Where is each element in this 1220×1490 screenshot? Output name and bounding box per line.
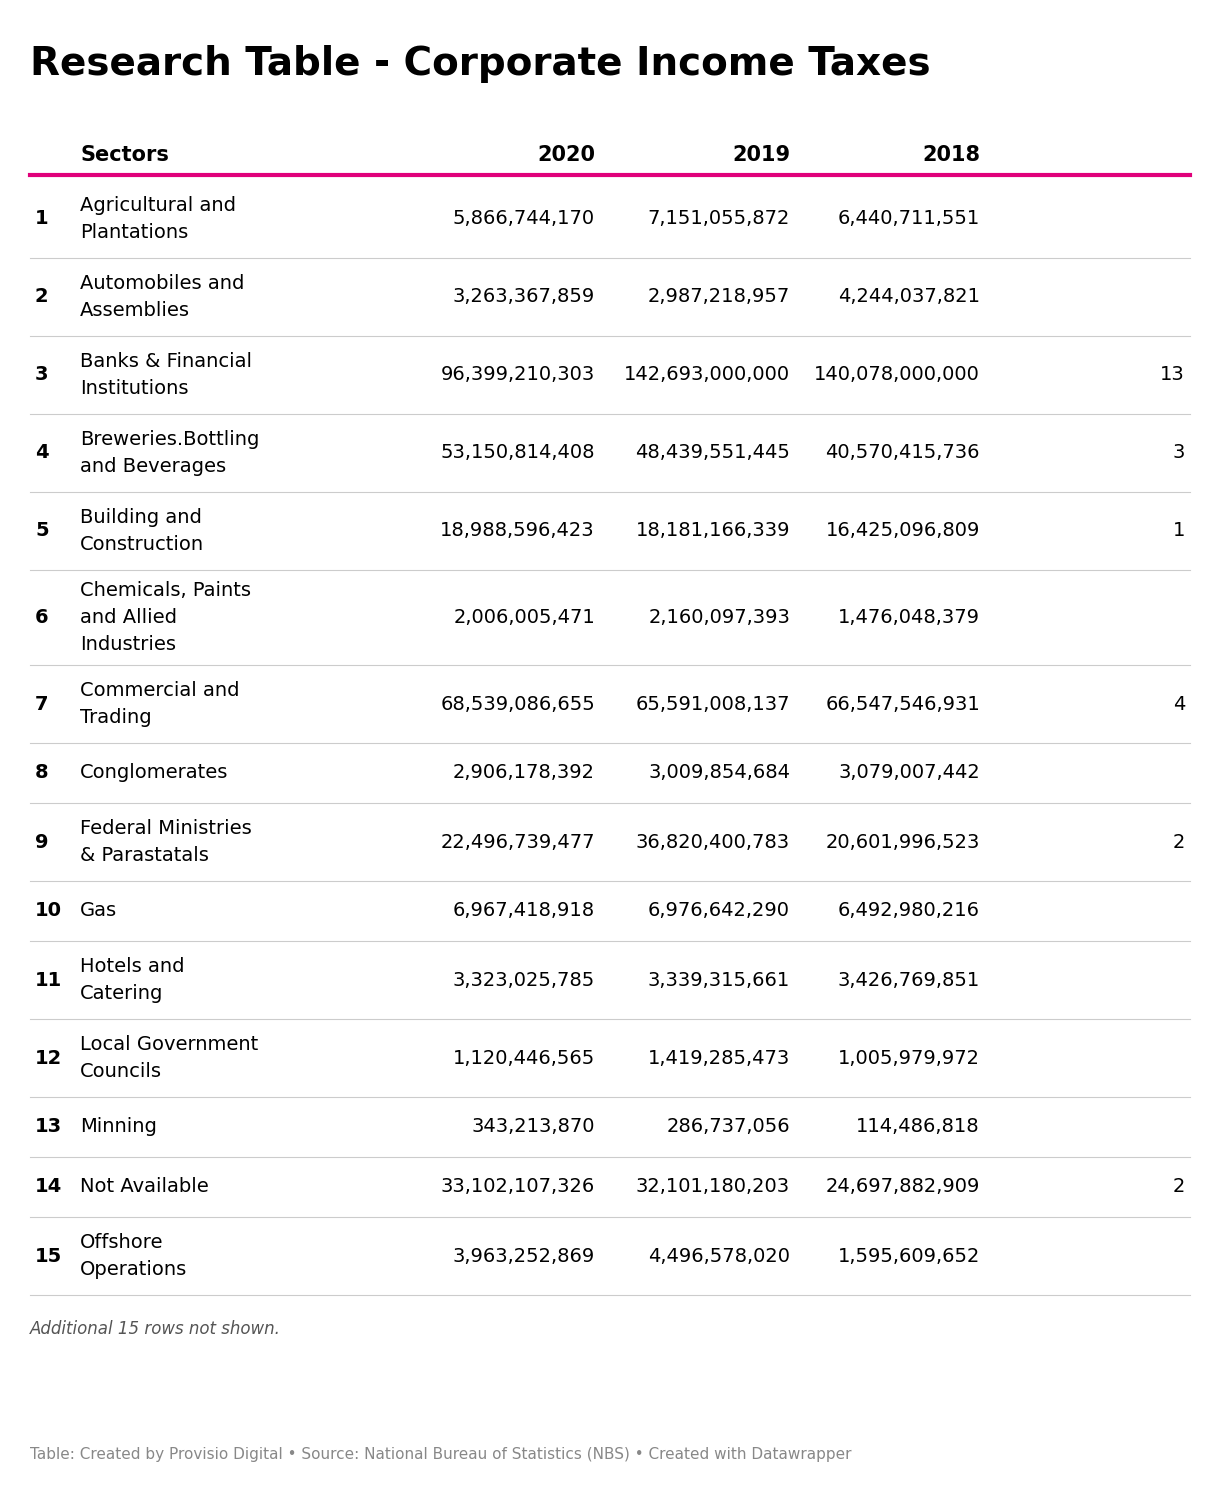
Text: 15: 15	[35, 1247, 62, 1265]
Text: 6,440,711,551: 6,440,711,551	[838, 210, 980, 228]
Text: 3,426,769,851: 3,426,769,851	[838, 970, 980, 989]
Text: 7: 7	[35, 694, 49, 714]
Text: Minning: Minning	[81, 1118, 157, 1137]
Text: 6,976,642,290: 6,976,642,290	[648, 901, 791, 921]
Text: 1,419,285,473: 1,419,285,473	[648, 1049, 791, 1067]
Text: 1: 1	[1172, 522, 1185, 541]
Text: 9: 9	[35, 833, 49, 851]
Text: 2: 2	[35, 288, 49, 307]
Text: 96,399,210,303: 96,399,210,303	[440, 365, 595, 384]
Text: 18,181,166,339: 18,181,166,339	[636, 522, 791, 541]
Text: 53,150,814,408: 53,150,814,408	[440, 444, 595, 462]
Text: 20,601,996,523: 20,601,996,523	[826, 833, 980, 851]
Text: 22,496,739,477: 22,496,739,477	[440, 833, 595, 851]
Text: 4,244,037,821: 4,244,037,821	[838, 288, 980, 307]
Text: 2020: 2020	[537, 145, 595, 165]
Text: 13: 13	[1160, 365, 1185, 384]
Text: Table: Created by Provisio Digital • Source: National Bureau of Statistics (NBS): Table: Created by Provisio Digital • Sou…	[30, 1447, 852, 1462]
Text: 2,160,097,393: 2,160,097,393	[648, 608, 791, 627]
Text: Commercial and
Trading: Commercial and Trading	[81, 681, 239, 727]
Text: 1,120,446,565: 1,120,446,565	[453, 1049, 595, 1067]
Text: Banks & Financial
Institutions: Banks & Financial Institutions	[81, 352, 253, 398]
Text: 18,988,596,423: 18,988,596,423	[440, 522, 595, 541]
Text: 5,866,744,170: 5,866,744,170	[453, 210, 595, 228]
Text: 7,151,055,872: 7,151,055,872	[648, 210, 791, 228]
Text: 3,963,252,869: 3,963,252,869	[453, 1247, 595, 1265]
Text: 4: 4	[1172, 694, 1185, 714]
Text: 140,078,000,000: 140,078,000,000	[814, 365, 980, 384]
Text: 142,693,000,000: 142,693,000,000	[623, 365, 791, 384]
Text: 6: 6	[35, 608, 49, 627]
Text: 1,476,048,379: 1,476,048,379	[838, 608, 980, 627]
Text: Federal Ministries
& Parastatals: Federal Ministries & Parastatals	[81, 820, 251, 864]
Text: 2,987,218,957: 2,987,218,957	[648, 288, 791, 307]
Text: Hotels and
Catering: Hotels and Catering	[81, 957, 184, 1003]
Text: Research Table - Corporate Income Taxes: Research Table - Corporate Income Taxes	[30, 45, 931, 83]
Text: 5: 5	[35, 522, 49, 541]
Text: 36,820,400,783: 36,820,400,783	[636, 833, 791, 851]
Text: 16,425,096,809: 16,425,096,809	[826, 522, 980, 541]
Text: 14: 14	[35, 1177, 62, 1196]
Text: Additional 15 rows not shown.: Additional 15 rows not shown.	[30, 1320, 281, 1338]
Text: 10: 10	[35, 901, 62, 921]
Text: 2,006,005,471: 2,006,005,471	[454, 608, 595, 627]
Text: 3,263,367,859: 3,263,367,859	[453, 288, 595, 307]
Text: 8: 8	[35, 763, 49, 782]
Text: 6,967,418,918: 6,967,418,918	[453, 901, 595, 921]
Text: 40,570,415,736: 40,570,415,736	[826, 444, 980, 462]
Text: 48,439,551,445: 48,439,551,445	[636, 444, 791, 462]
Text: Breweries.Bottling
and Beverages: Breweries.Bottling and Beverages	[81, 431, 260, 475]
Text: 33,102,107,326: 33,102,107,326	[440, 1177, 595, 1196]
Text: Agricultural and
Plantations: Agricultural and Plantations	[81, 197, 235, 241]
Text: 3,339,315,661: 3,339,315,661	[648, 970, 791, 989]
Text: Sectors: Sectors	[81, 145, 168, 165]
Text: 1,595,609,652: 1,595,609,652	[838, 1247, 980, 1265]
Text: 3,009,854,684: 3,009,854,684	[648, 763, 791, 782]
Text: 2018: 2018	[922, 145, 980, 165]
Text: 2: 2	[1172, 1177, 1185, 1196]
Text: 2019: 2019	[732, 145, 791, 165]
Text: Conglomerates: Conglomerates	[81, 763, 228, 782]
Text: Not Available: Not Available	[81, 1177, 209, 1196]
Text: 343,213,870: 343,213,870	[471, 1118, 595, 1137]
Text: 2: 2	[1172, 833, 1185, 851]
Text: 1: 1	[35, 210, 49, 228]
Text: 11: 11	[35, 970, 62, 989]
Text: 6,492,980,216: 6,492,980,216	[838, 901, 980, 921]
Text: 286,737,056: 286,737,056	[666, 1118, 791, 1137]
Text: Offshore
Operations: Offshore Operations	[81, 1234, 187, 1278]
Text: 68,539,086,655: 68,539,086,655	[440, 694, 595, 714]
Text: 32,101,180,203: 32,101,180,203	[636, 1177, 791, 1196]
Text: 3: 3	[1172, 444, 1185, 462]
Text: 2,906,178,392: 2,906,178,392	[453, 763, 595, 782]
Text: 3,079,007,442: 3,079,007,442	[838, 763, 980, 782]
Text: 3,323,025,785: 3,323,025,785	[453, 970, 595, 989]
Text: 12: 12	[35, 1049, 62, 1067]
Text: 114,486,818: 114,486,818	[856, 1118, 980, 1137]
Text: 65,591,008,137: 65,591,008,137	[636, 694, 791, 714]
Text: 3: 3	[35, 365, 49, 384]
Text: 13: 13	[35, 1118, 62, 1137]
Text: 66,547,546,931: 66,547,546,931	[825, 694, 980, 714]
Text: 1,005,979,972: 1,005,979,972	[838, 1049, 980, 1067]
Text: Gas: Gas	[81, 901, 117, 921]
Text: Automobiles and
Assemblies: Automobiles and Assemblies	[81, 274, 244, 320]
Text: 4: 4	[35, 444, 49, 462]
Text: Chemicals, Paints
and Allied
Industries: Chemicals, Paints and Allied Industries	[81, 581, 251, 654]
Text: 24,697,882,909: 24,697,882,909	[826, 1177, 980, 1196]
Text: 4,496,578,020: 4,496,578,020	[648, 1247, 791, 1265]
Text: Local Government
Councils: Local Government Councils	[81, 1036, 259, 1080]
Text: Building and
Construction: Building and Construction	[81, 508, 204, 554]
